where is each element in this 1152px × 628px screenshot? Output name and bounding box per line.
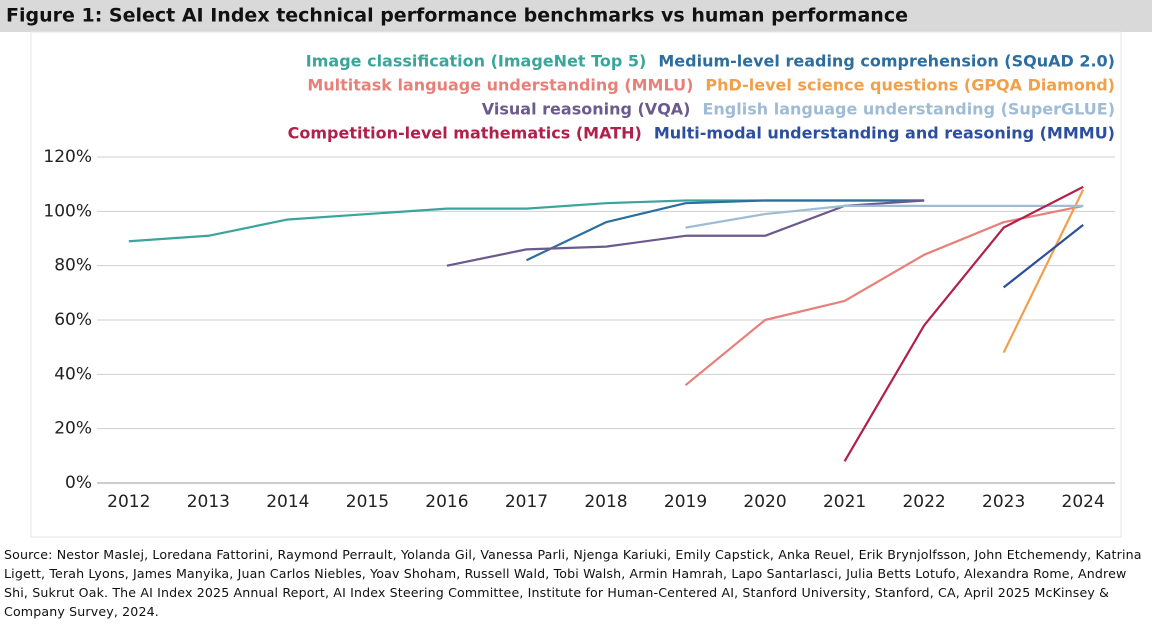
legend-label: English language understanding (SuperGLU… (702, 100, 1115, 119)
series-line (1002, 189, 1085, 354)
x-tick-label: 2023 (982, 492, 1025, 512)
y-tick-label: 100% (43, 201, 92, 221)
x-tick-label: 2014 (266, 492, 309, 512)
y-tick-label: 60% (54, 310, 92, 330)
legend-label: Visual reasoning (VQA) (482, 100, 691, 119)
x-tick-label: 2015 (346, 492, 389, 512)
legend-label: Image classification (ImageNet Top 5) (306, 52, 647, 71)
x-tick-label: 2019 (664, 492, 707, 512)
y-tick-label: 40% (54, 364, 92, 384)
x-tick-label: 2013 (187, 492, 230, 512)
series-line (685, 204, 1084, 229)
x-tick-label: 2012 (107, 492, 150, 512)
chart-frame (30, 31, 1122, 538)
legend-label: Multi-modal understanding and reasoning … (654, 124, 1115, 143)
y-tick-label: 0% (65, 473, 92, 493)
legend-label: PhD-level science questions (GPQA Diamon… (705, 76, 1115, 95)
x-tick-label: 2020 (743, 492, 786, 512)
title-bar (0, 0, 1152, 32)
x-tick-label: 2016 (425, 492, 468, 512)
x-tick-label: 2017 (505, 492, 548, 512)
x-tick-label: 2018 (584, 492, 627, 512)
x-tick-label: 2021 (823, 492, 866, 512)
series-line (525, 199, 925, 262)
y-tick-label: 120% (43, 147, 92, 167)
y-tick-label: 20% (54, 419, 92, 439)
x-tick-label: 2022 (902, 492, 945, 512)
legend-label: Multitask language understanding (MMLU) (307, 76, 693, 95)
legend-label: Medium-level reading comprehension (SQuA… (658, 52, 1115, 71)
legend-label: Competition-level mathematics (MATH) (288, 124, 642, 143)
chart: Figure 1: Select AI Index technical perf… (0, 0, 1152, 538)
series-line (684, 204, 1084, 387)
series-line (1002, 224, 1084, 289)
source-note: Source: Nestor Maslej, Loredana Fattorin… (4, 547, 1142, 619)
series-line (446, 199, 925, 267)
series-line (843, 185, 1084, 462)
chart-title: Figure 1: Select AI Index technical perf… (6, 5, 908, 27)
x-tick-label: 2024 (1062, 492, 1105, 512)
y-tick-label: 80% (54, 256, 92, 276)
